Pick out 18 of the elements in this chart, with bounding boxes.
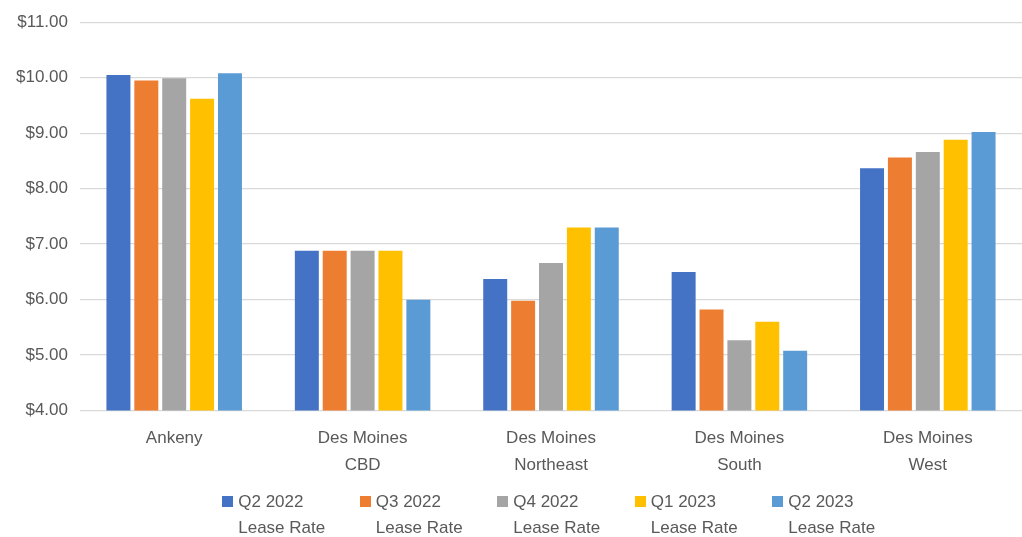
y-tick-label: $7.00 xyxy=(25,233,68,253)
x-tick-label: Des Moines CBD xyxy=(317,427,408,475)
legend-label: Q2 2022 Lease Rate xyxy=(238,491,327,537)
legend-label: Q4 2022 Lease Rate xyxy=(513,491,602,537)
x-tick-label: Des Moines Northeast xyxy=(506,427,596,475)
y-tick-label: $4.00 xyxy=(25,400,68,420)
x-tick-label: Des Moines South xyxy=(694,427,785,475)
y-tick-label: $6.00 xyxy=(25,289,68,309)
legend-label: Q1 2023 Lease Rate xyxy=(650,491,739,537)
y-tick-label: $5.00 xyxy=(25,344,68,364)
y-tick-label: $11.00 xyxy=(17,11,68,31)
y-tick-label: $8.00 xyxy=(25,178,68,198)
x-tick-label: Ankeny xyxy=(145,427,204,447)
y-tick-label: $10.00 xyxy=(16,67,68,87)
legend-label: Q3 2022 Lease Rate xyxy=(375,491,464,537)
x-tick-label: Des Moines West xyxy=(882,427,973,475)
y-tick-label: $9.00 xyxy=(25,122,68,142)
legend-label: Q2 2023 Lease Rate xyxy=(788,491,877,537)
